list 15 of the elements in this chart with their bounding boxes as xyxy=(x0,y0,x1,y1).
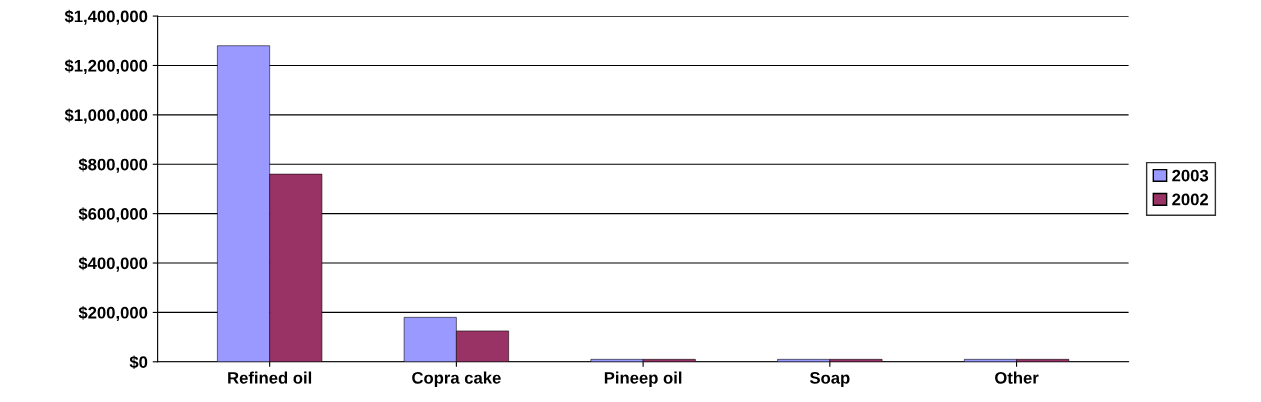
y-tick-label: $600,000 xyxy=(78,207,148,223)
x-tick-label: Copra cake xyxy=(412,371,501,388)
legend-label: 2002 xyxy=(1172,193,1209,206)
y-tick-label: $400,000 xyxy=(78,256,148,272)
y-tick-label: $1,000,000 xyxy=(64,108,148,124)
x-tick-label: Soap xyxy=(809,371,850,388)
legend-label: 2003 xyxy=(1172,169,1209,182)
y-tick-label: $1,200,000 xyxy=(64,59,148,75)
x-tick-label: Pineep oil xyxy=(604,371,682,388)
x-tick-label: Refined oil xyxy=(228,371,312,384)
y-tick-label: $0 xyxy=(129,355,148,370)
y-tick-label: $1,400,000 xyxy=(64,9,148,25)
y-tick-label: $800,000 xyxy=(78,157,148,173)
x-tick-label: Other xyxy=(995,371,1039,384)
y-tick-label: $200,000 xyxy=(78,306,148,322)
